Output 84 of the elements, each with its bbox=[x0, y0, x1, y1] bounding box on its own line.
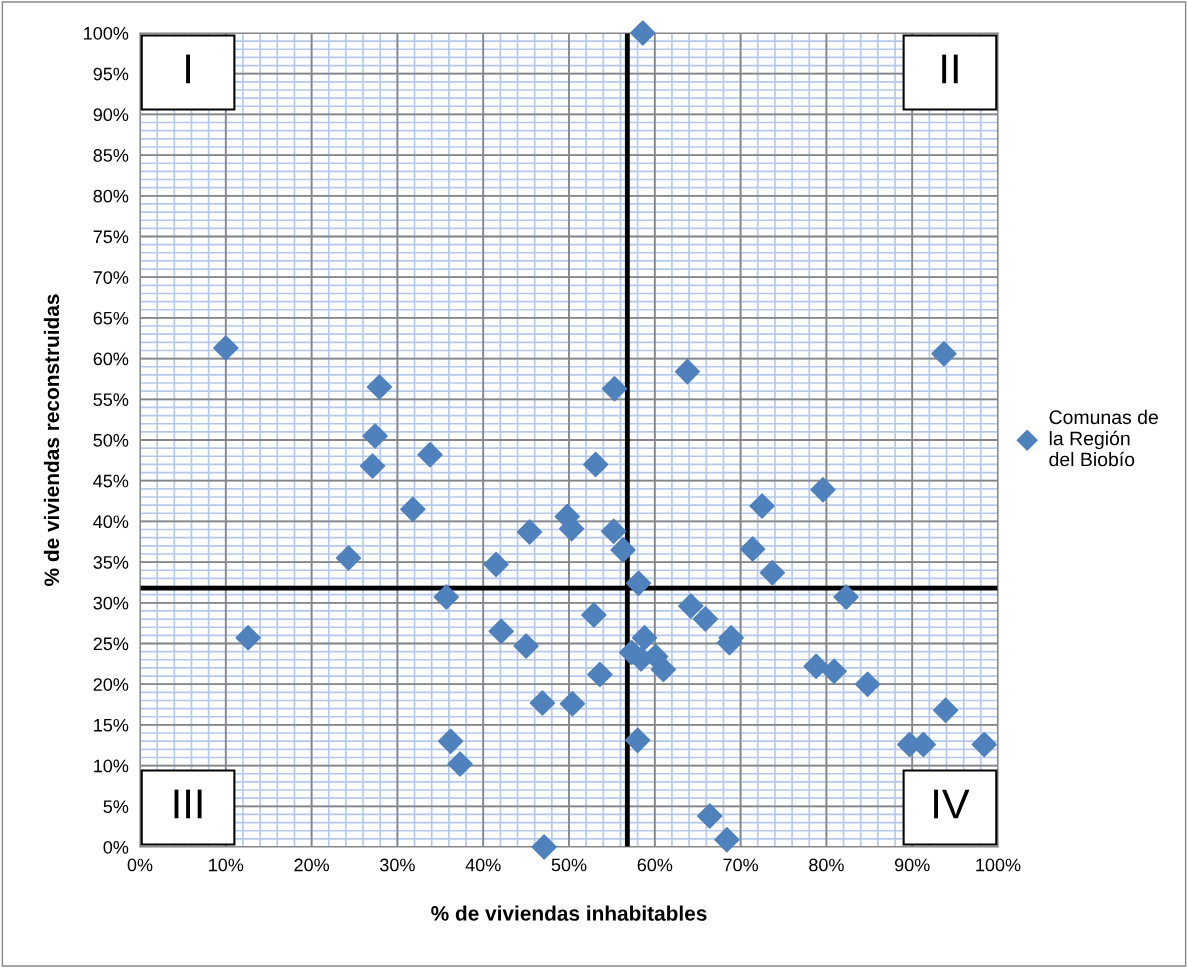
x-tick-label: 50% bbox=[551, 858, 587, 872]
point bbox=[213, 335, 239, 361]
annotation: IV bbox=[934, 789, 970, 819]
y-tick-label: 15% bbox=[94, 718, 129, 732]
point bbox=[513, 633, 539, 659]
point bbox=[366, 374, 393, 400]
annotation: II bbox=[942, 54, 958, 84]
point bbox=[650, 656, 677, 683]
point bbox=[674, 358, 701, 385]
point bbox=[631, 625, 658, 651]
point bbox=[559, 691, 586, 717]
point bbox=[582, 451, 609, 478]
point bbox=[359, 453, 386, 479]
point bbox=[610, 537, 636, 563]
point bbox=[932, 697, 959, 723]
y-tick-label: 45% bbox=[93, 474, 129, 488]
point bbox=[235, 625, 261, 651]
y-tick-label: 5% bbox=[103, 800, 129, 814]
x-tick-label: 90% bbox=[894, 858, 930, 872]
y-tick-label: 95% bbox=[93, 67, 129, 81]
y-tick-label: 10% bbox=[94, 759, 129, 773]
y-tick-label: 75% bbox=[93, 230, 129, 244]
x-tick-label: 100% bbox=[976, 858, 1021, 872]
point bbox=[971, 731, 997, 758]
x-axis-title: % de viviendas inhabitables bbox=[431, 905, 707, 921]
point bbox=[362, 423, 388, 449]
y-tick-label: 40% bbox=[93, 515, 129, 529]
point bbox=[696, 803, 723, 829]
point bbox=[335, 545, 362, 571]
point bbox=[749, 493, 775, 519]
point bbox=[625, 570, 652, 596]
point bbox=[531, 834, 557, 860]
point bbox=[678, 593, 704, 619]
x-tick-label: 60% bbox=[637, 858, 673, 872]
point bbox=[714, 826, 740, 853]
x-tick-label: 40% bbox=[465, 858, 501, 872]
y-tick-label: 100% bbox=[84, 26, 129, 40]
point bbox=[692, 606, 719, 632]
x-tick-label: 20% bbox=[294, 858, 330, 872]
y-tick-label: 65% bbox=[93, 311, 129, 325]
point bbox=[483, 551, 509, 578]
point bbox=[630, 20, 656, 46]
point bbox=[739, 536, 766, 562]
y-tick-label: 25% bbox=[93, 637, 129, 651]
point bbox=[601, 375, 628, 402]
point bbox=[821, 658, 847, 684]
y-tick-label: 0% bbox=[103, 840, 129, 854]
point bbox=[600, 518, 627, 544]
point bbox=[447, 751, 473, 777]
point bbox=[854, 671, 881, 697]
point bbox=[417, 441, 443, 468]
annotation: I bbox=[186, 54, 190, 84]
x-tick-label: 70% bbox=[723, 858, 759, 872]
y-tick-label: 90% bbox=[93, 108, 129, 122]
y-tick-label: 20% bbox=[93, 678, 129, 691]
y-tick-label: 80% bbox=[93, 189, 129, 203]
point bbox=[433, 584, 460, 610]
y-tick-label: 70% bbox=[93, 271, 129, 284]
point bbox=[529, 690, 556, 716]
x-tick-label: 0% bbox=[127, 858, 153, 872]
point bbox=[581, 602, 607, 628]
legend-label: Comunas de la Región del Biobío bbox=[1049, 409, 1158, 467]
x-tick-label: 30% bbox=[380, 858, 415, 872]
point bbox=[810, 476, 836, 503]
y-tick-label: 60% bbox=[93, 352, 129, 366]
point bbox=[437, 728, 464, 754]
point bbox=[624, 727, 651, 754]
point bbox=[931, 340, 957, 367]
point bbox=[400, 496, 426, 522]
annotation: III bbox=[174, 789, 202, 819]
point bbox=[803, 653, 829, 680]
x-tick-label: 10% bbox=[209, 858, 244, 872]
point bbox=[587, 661, 613, 688]
point bbox=[759, 559, 786, 586]
x-tick-label: 80% bbox=[809, 858, 844, 872]
y-tick-label: 50% bbox=[93, 433, 129, 447]
y-tick-label: 55% bbox=[93, 393, 129, 407]
y-tick-label: 85% bbox=[93, 149, 129, 162]
y-tick-label: 35% bbox=[93, 556, 129, 569]
y-tick-label: 30% bbox=[93, 596, 129, 610]
point bbox=[488, 618, 514, 645]
point bbox=[833, 584, 859, 610]
point bbox=[516, 519, 543, 545]
y-axis-title: % de viviendas reconstruidas bbox=[43, 294, 60, 586]
